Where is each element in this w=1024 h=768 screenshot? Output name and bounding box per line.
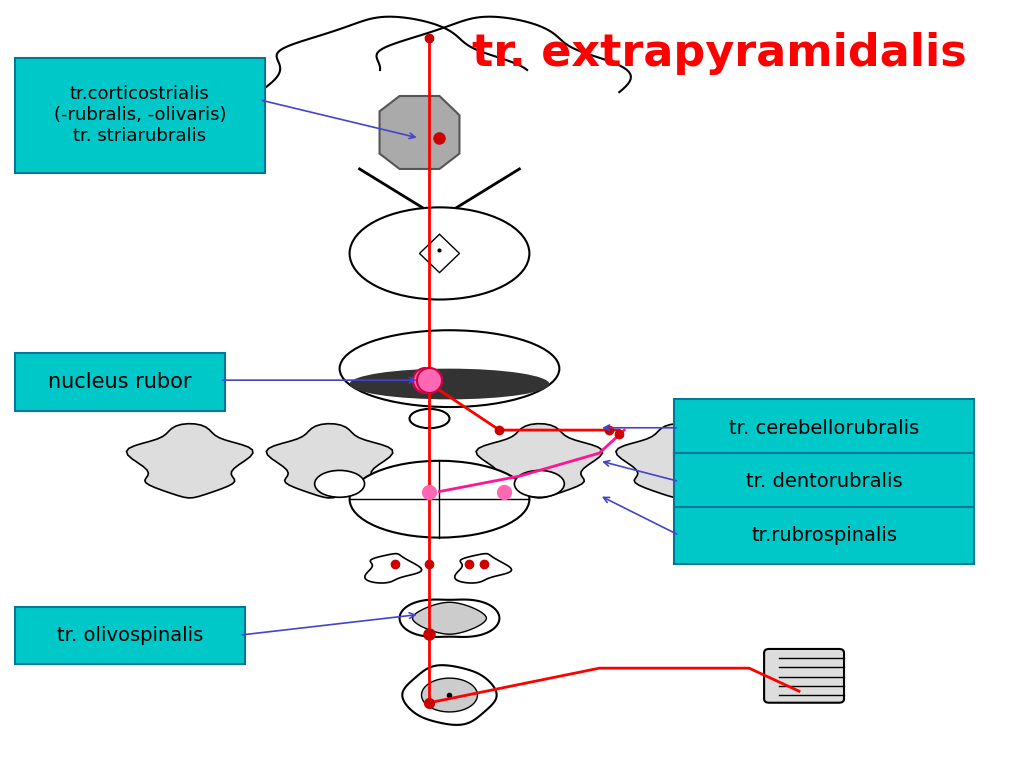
Ellipse shape	[410, 409, 450, 429]
Text: tr. cerebellorubralis: tr. cerebellorubralis	[729, 419, 920, 438]
Polygon shape	[380, 96, 460, 169]
Polygon shape	[420, 234, 460, 273]
Text: tr. olivospinalis: tr. olivospinalis	[56, 626, 203, 645]
Polygon shape	[399, 600, 500, 637]
Ellipse shape	[349, 369, 549, 399]
Polygon shape	[476, 424, 602, 498]
Polygon shape	[422, 678, 477, 712]
Polygon shape	[365, 554, 422, 583]
Polygon shape	[402, 665, 497, 725]
FancyBboxPatch shape	[764, 649, 844, 703]
Text: tr. dentorubralis: tr. dentorubralis	[745, 472, 902, 492]
Ellipse shape	[314, 470, 365, 498]
Polygon shape	[413, 602, 486, 634]
Text: tr.rubrospinalis: tr.rubrospinalis	[751, 526, 897, 545]
Polygon shape	[615, 424, 742, 498]
Polygon shape	[455, 554, 512, 583]
Text: nucleus rubor: nucleus rubor	[48, 372, 191, 392]
Text: tr. extrapyramidalis: tr. extrapyramidalis	[472, 32, 967, 75]
FancyBboxPatch shape	[674, 399, 974, 457]
FancyBboxPatch shape	[674, 507, 974, 564]
Ellipse shape	[349, 207, 529, 300]
Ellipse shape	[340, 330, 559, 407]
FancyBboxPatch shape	[15, 353, 224, 411]
Ellipse shape	[514, 470, 564, 498]
FancyBboxPatch shape	[674, 453, 974, 511]
Polygon shape	[266, 424, 392, 498]
Ellipse shape	[349, 461, 529, 538]
Text: tr.corticostrialis
(-rubralis, -olivaris)
tr. striarubralis: tr.corticostrialis (-rubralis, -olivaris…	[53, 85, 226, 145]
FancyBboxPatch shape	[15, 58, 264, 173]
FancyBboxPatch shape	[15, 607, 245, 664]
Polygon shape	[127, 424, 253, 498]
